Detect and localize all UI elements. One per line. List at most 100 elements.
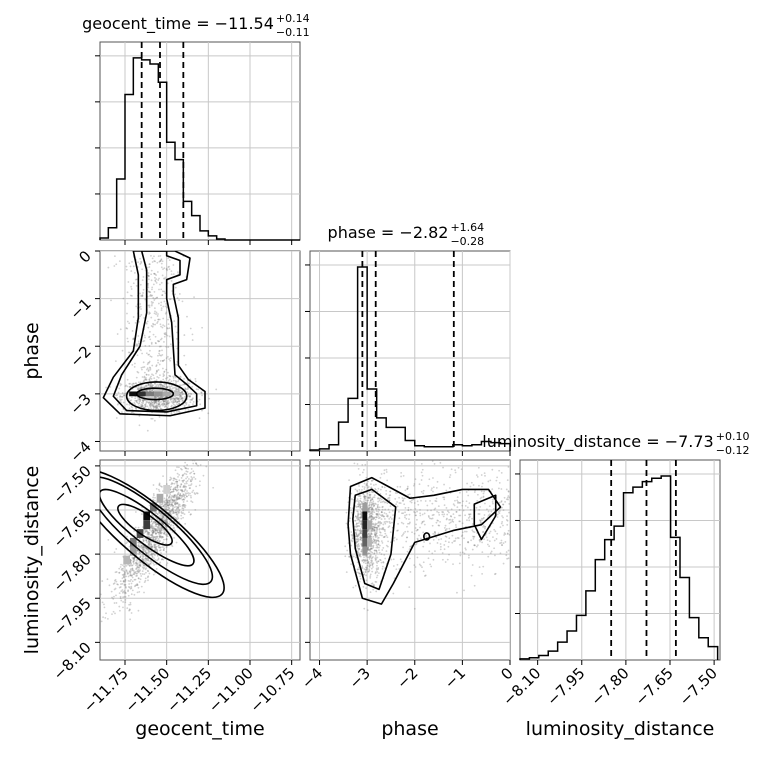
sample-point bbox=[147, 286, 150, 289]
sample-point bbox=[159, 532, 162, 535]
sample-point bbox=[110, 590, 113, 593]
sample-point bbox=[154, 273, 156, 275]
sample-point bbox=[369, 496, 372, 499]
sample-point bbox=[198, 417, 201, 420]
sample-point bbox=[378, 540, 380, 543]
sample-point bbox=[371, 526, 374, 528]
sample-point bbox=[173, 511, 176, 514]
sample-point bbox=[122, 569, 124, 572]
sample-point bbox=[360, 516, 363, 519]
sample-point bbox=[169, 375, 172, 378]
sample-point bbox=[138, 590, 141, 593]
sample-point bbox=[172, 511, 175, 513]
sample-point bbox=[118, 260, 121, 263]
sample-point bbox=[148, 353, 151, 356]
sample-point bbox=[387, 497, 390, 499]
sample-point bbox=[129, 573, 132, 576]
sample-point bbox=[407, 506, 410, 509]
sample-point bbox=[151, 545, 153, 548]
sample-point bbox=[180, 396, 183, 399]
sample-point bbox=[165, 387, 168, 389]
sample-point bbox=[444, 529, 447, 532]
sample-point bbox=[473, 531, 476, 534]
sample-point bbox=[134, 397, 137, 400]
sample-point bbox=[177, 497, 180, 499]
sample-point bbox=[391, 521, 393, 524]
sample-point bbox=[140, 308, 142, 310]
sample-point bbox=[148, 402, 150, 405]
sample-point bbox=[159, 530, 162, 533]
sample-point bbox=[374, 580, 377, 583]
sample-point bbox=[138, 545, 141, 548]
sample-point bbox=[131, 564, 134, 567]
sample-point bbox=[124, 579, 127, 582]
sample-point bbox=[192, 397, 194, 400]
sample-point bbox=[147, 542, 150, 545]
sample-point bbox=[137, 586, 140, 589]
sample-point bbox=[158, 260, 161, 263]
sample-point bbox=[141, 295, 143, 297]
sample-point bbox=[198, 484, 201, 487]
sample-point bbox=[372, 556, 374, 558]
sample-point bbox=[138, 553, 141, 556]
sample-point bbox=[158, 403, 161, 406]
sample-point bbox=[154, 406, 157, 409]
sample-point bbox=[154, 536, 156, 538]
sample-point bbox=[371, 563, 374, 566]
sample-point bbox=[359, 536, 362, 538]
sample-point bbox=[155, 396, 158, 398]
sample-point bbox=[183, 495, 186, 498]
sample-point bbox=[456, 496, 459, 499]
sample-point bbox=[172, 512, 175, 515]
sample-point bbox=[364, 562, 367, 565]
sample-point bbox=[131, 567, 134, 570]
sample-point bbox=[142, 288, 145, 291]
sample-point bbox=[494, 554, 496, 557]
sample-point bbox=[178, 393, 181, 396]
sample-point bbox=[414, 508, 417, 510]
sample-point bbox=[142, 540, 145, 543]
sample-point bbox=[164, 404, 167, 407]
sample-point bbox=[482, 530, 485, 533]
sample-point bbox=[169, 398, 172, 401]
sample-point bbox=[163, 332, 166, 335]
sample-point bbox=[461, 500, 464, 503]
sample-point bbox=[361, 567, 364, 570]
sample-point bbox=[370, 483, 372, 485]
sample-point bbox=[373, 541, 376, 544]
sample-point bbox=[152, 301, 154, 304]
sample-point bbox=[356, 538, 359, 540]
sample-point bbox=[441, 552, 444, 554]
sample-point bbox=[379, 492, 382, 495]
sample-point bbox=[174, 325, 177, 328]
sample-point bbox=[478, 539, 481, 541]
sample-point bbox=[120, 599, 123, 602]
sample-point bbox=[366, 568, 368, 571]
sample-point bbox=[434, 531, 437, 534]
sample-point bbox=[468, 502, 471, 505]
sample-point bbox=[181, 399, 184, 401]
sample-point bbox=[358, 572, 361, 575]
sample-point bbox=[355, 545, 358, 548]
sample-point bbox=[150, 536, 153, 539]
sample-point bbox=[363, 500, 365, 503]
sample-point bbox=[409, 545, 411, 548]
sample-point bbox=[154, 539, 157, 541]
sample-point bbox=[359, 504, 361, 507]
sample-point bbox=[502, 516, 504, 519]
sample-point bbox=[207, 412, 210, 415]
sample-point bbox=[359, 528, 362, 531]
sample-point bbox=[130, 575, 133, 577]
sample-point bbox=[504, 541, 507, 543]
sample-point bbox=[187, 478, 190, 480]
sample-point bbox=[174, 488, 177, 490]
sample-point bbox=[461, 531, 464, 534]
sample-point bbox=[164, 398, 167, 401]
sample-point bbox=[126, 607, 129, 610]
sample-point bbox=[506, 557, 509, 560]
sample-point bbox=[137, 541, 140, 544]
sample-point bbox=[122, 573, 125, 576]
sample-point bbox=[370, 518, 373, 521]
sample-point bbox=[423, 520, 425, 523]
sample-point bbox=[159, 536, 161, 539]
